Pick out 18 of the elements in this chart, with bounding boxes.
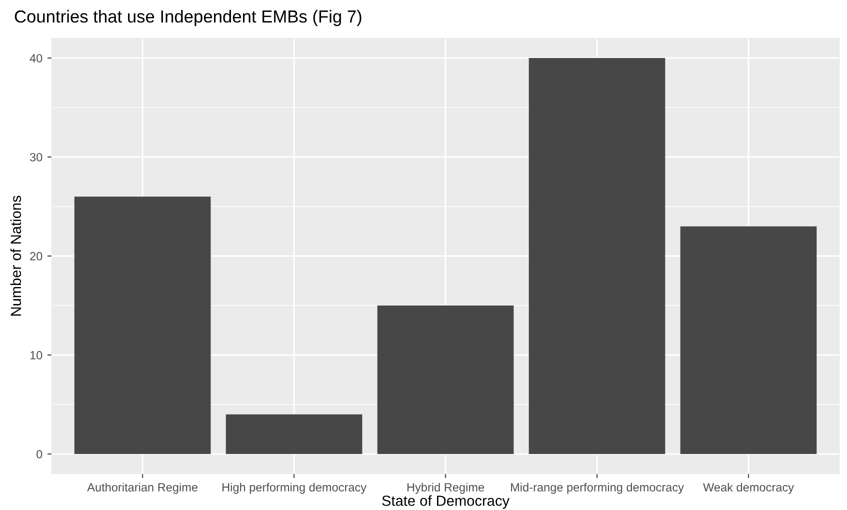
y-tick-label: 30 (30, 153, 42, 162)
bar (680, 226, 817, 454)
bar (528, 58, 666, 454)
bar (226, 414, 362, 454)
y-tick-label: 40 (30, 54, 42, 62)
x-tick-label: Authoritarian Regime (87, 482, 198, 494)
chart-title: Countries that use Independent EMBs (Fig 7) (14, 10, 362, 26)
y-tick-label: 20 (30, 252, 42, 260)
x-tick-label: Weak democracy (703, 482, 794, 494)
bar (377, 306, 514, 454)
x-tick-label: Mid-range performing democracy (511, 482, 684, 494)
y-tick-label: 10 (30, 351, 42, 360)
bar (74, 196, 211, 454)
x-axis-title: State of Democracy (382, 495, 510, 509)
y-axis-title: Number of Nations (10, 196, 22, 316)
y-tick-label: 0 (36, 450, 42, 458)
x-tick-label: High performing democracy (222, 482, 367, 494)
x-tick-label: Hybrid Regime (407, 482, 484, 494)
